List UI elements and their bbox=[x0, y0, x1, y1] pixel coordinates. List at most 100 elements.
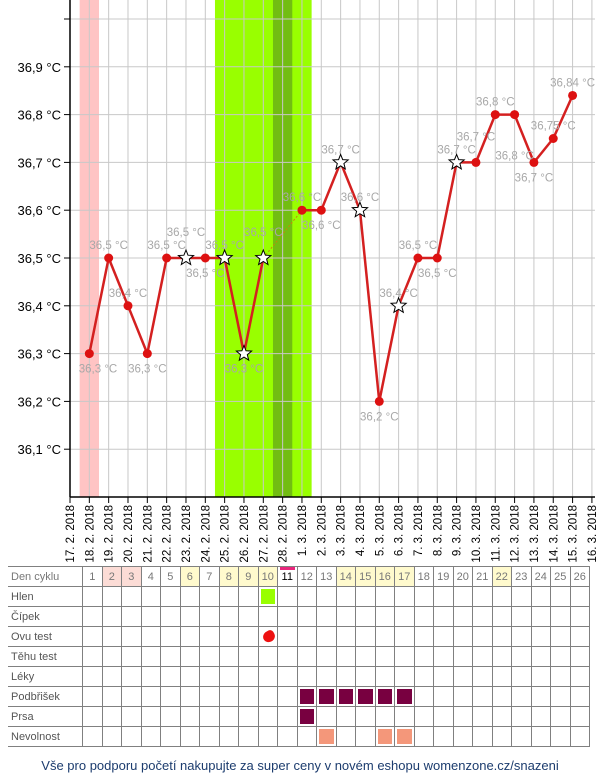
calendar-cell[interactable] bbox=[550, 646, 571, 667]
calendar-cell[interactable] bbox=[394, 726, 415, 747]
calendar-cell[interactable] bbox=[530, 706, 551, 727]
cycle-day-cell[interactable]: 18 bbox=[413, 566, 434, 587]
calendar-cell[interactable] bbox=[550, 706, 571, 727]
calendar-cell[interactable] bbox=[374, 626, 395, 647]
calendar-cell[interactable] bbox=[433, 586, 454, 607]
calendar-cell[interactable] bbox=[335, 686, 356, 707]
calendar-cell[interactable] bbox=[413, 686, 434, 707]
cycle-day-cell[interactable]: 13 bbox=[316, 566, 337, 587]
calendar-cell[interactable] bbox=[550, 686, 571, 707]
calendar-cell[interactable] bbox=[121, 706, 142, 727]
cycle-day-cell[interactable]: 23 bbox=[511, 566, 532, 587]
calendar-cell[interactable] bbox=[550, 586, 571, 607]
calendar-cell[interactable] bbox=[82, 726, 103, 747]
calendar-cell[interactable] bbox=[277, 726, 298, 747]
calendar-cell[interactable] bbox=[472, 706, 493, 727]
calendar-cell[interactable] bbox=[140, 666, 161, 687]
calendar-cell[interactable] bbox=[335, 726, 356, 747]
calendar-cell[interactable] bbox=[101, 606, 122, 627]
calendar-cell[interactable] bbox=[394, 586, 415, 607]
calendar-cell[interactable] bbox=[316, 666, 337, 687]
calendar-cell[interactable] bbox=[160, 686, 181, 707]
calendar-cell[interactable] bbox=[374, 706, 395, 727]
calendar-cell[interactable] bbox=[394, 666, 415, 687]
calendar-cell[interactable] bbox=[335, 586, 356, 607]
cycle-day-cell[interactable]: 3 bbox=[121, 566, 142, 587]
calendar-cell[interactable] bbox=[355, 646, 376, 667]
calendar-cell[interactable] bbox=[140, 626, 161, 647]
calendar-cell[interactable] bbox=[472, 666, 493, 687]
calendar-cell[interactable] bbox=[257, 646, 278, 667]
calendar-cell[interactable] bbox=[199, 606, 220, 627]
calendar-cell[interactable] bbox=[530, 646, 551, 667]
calendar-cell[interactable] bbox=[82, 686, 103, 707]
calendar-cell[interactable] bbox=[491, 726, 512, 747]
calendar-cell[interactable] bbox=[335, 626, 356, 647]
calendar-cell[interactable] bbox=[277, 666, 298, 687]
calendar-cell[interactable] bbox=[452, 706, 473, 727]
cycle-day-cell[interactable]: 2 bbox=[101, 566, 122, 587]
calendar-cell[interactable] bbox=[160, 646, 181, 667]
calendar-cell[interactable] bbox=[355, 586, 376, 607]
calendar-cell[interactable] bbox=[472, 646, 493, 667]
cycle-day-cell[interactable]: 20 bbox=[452, 566, 473, 587]
calendar-cell[interactable] bbox=[413, 726, 434, 747]
calendar-cell[interactable] bbox=[296, 726, 317, 747]
calendar-cell[interactable] bbox=[433, 646, 454, 667]
calendar-cell[interactable] bbox=[179, 626, 200, 647]
calendar-cell[interactable] bbox=[335, 606, 356, 627]
calendar-cell[interactable] bbox=[218, 606, 239, 627]
calendar-cell[interactable] bbox=[316, 626, 337, 647]
calendar-cell[interactable] bbox=[452, 666, 473, 687]
calendar-cell[interactable] bbox=[394, 606, 415, 627]
cycle-day-cell[interactable]: 10 bbox=[257, 566, 278, 587]
calendar-cell[interactable] bbox=[218, 686, 239, 707]
calendar-cell[interactable] bbox=[511, 626, 532, 647]
cycle-day-cell[interactable]: 4 bbox=[140, 566, 161, 587]
calendar-cell[interactable] bbox=[335, 666, 356, 687]
calendar-cell[interactable] bbox=[179, 646, 200, 667]
cycle-day-cell[interactable]: 11 bbox=[277, 566, 298, 587]
calendar-cell[interactable] bbox=[179, 666, 200, 687]
calendar-cell[interactable] bbox=[433, 706, 454, 727]
calendar-cell[interactable] bbox=[121, 646, 142, 667]
calendar-cell[interactable] bbox=[374, 726, 395, 747]
calendar-cell[interactable] bbox=[511, 606, 532, 627]
calendar-cell[interactable] bbox=[413, 606, 434, 627]
calendar-cell[interactable] bbox=[296, 586, 317, 607]
calendar-cell[interactable] bbox=[433, 626, 454, 647]
cycle-day-cell[interactable]: 14 bbox=[335, 566, 356, 587]
calendar-cell[interactable] bbox=[257, 606, 278, 627]
calendar-cell[interactable] bbox=[121, 686, 142, 707]
calendar-cell[interactable] bbox=[491, 626, 512, 647]
calendar-cell[interactable] bbox=[296, 606, 317, 627]
calendar-cell[interactable] bbox=[569, 606, 590, 627]
calendar-cell[interactable] bbox=[316, 606, 337, 627]
calendar-cell[interactable] bbox=[277, 586, 298, 607]
cycle-day-cell[interactable]: 5 bbox=[160, 566, 181, 587]
calendar-cell[interactable] bbox=[569, 626, 590, 647]
calendar-cell[interactable] bbox=[82, 646, 103, 667]
calendar-cell[interactable] bbox=[452, 686, 473, 707]
calendar-cell[interactable] bbox=[433, 666, 454, 687]
calendar-cell[interactable] bbox=[101, 686, 122, 707]
calendar-cell[interactable] bbox=[511, 726, 532, 747]
calendar-cell[interactable] bbox=[179, 686, 200, 707]
calendar-cell[interactable] bbox=[199, 686, 220, 707]
calendar-cell[interactable] bbox=[511, 706, 532, 727]
calendar-cell[interactable] bbox=[277, 626, 298, 647]
cycle-day-cell[interactable]: 26 bbox=[569, 566, 590, 587]
calendar-cell[interactable] bbox=[257, 726, 278, 747]
calendar-cell[interactable] bbox=[277, 686, 298, 707]
calendar-cell[interactable] bbox=[238, 586, 259, 607]
calendar-cell[interactable] bbox=[472, 606, 493, 627]
calendar-cell[interactable] bbox=[277, 646, 298, 667]
cycle-day-cell[interactable]: 9 bbox=[238, 566, 259, 587]
calendar-cell[interactable] bbox=[218, 586, 239, 607]
calendar-cell[interactable] bbox=[82, 706, 103, 727]
calendar-cell[interactable] bbox=[82, 666, 103, 687]
calendar-cell[interactable] bbox=[569, 646, 590, 667]
calendar-cell[interactable] bbox=[530, 606, 551, 627]
calendar-cell[interactable] bbox=[530, 586, 551, 607]
calendar-cell[interactable] bbox=[218, 706, 239, 727]
